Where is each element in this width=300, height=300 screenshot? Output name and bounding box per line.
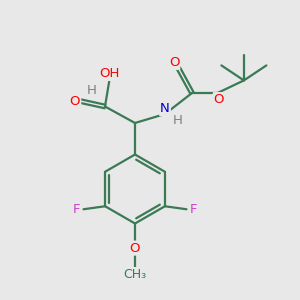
Text: OH: OH <box>99 67 120 80</box>
Text: F: F <box>72 203 80 216</box>
Text: F: F <box>190 203 198 216</box>
Text: H: H <box>173 114 182 127</box>
Text: O: O <box>70 94 80 108</box>
Text: O: O <box>214 93 224 106</box>
Text: O: O <box>169 56 179 69</box>
Text: H: H <box>87 83 96 97</box>
Text: O: O <box>130 242 140 255</box>
Text: N: N <box>160 102 170 115</box>
Text: CH₃: CH₃ <box>123 268 147 281</box>
